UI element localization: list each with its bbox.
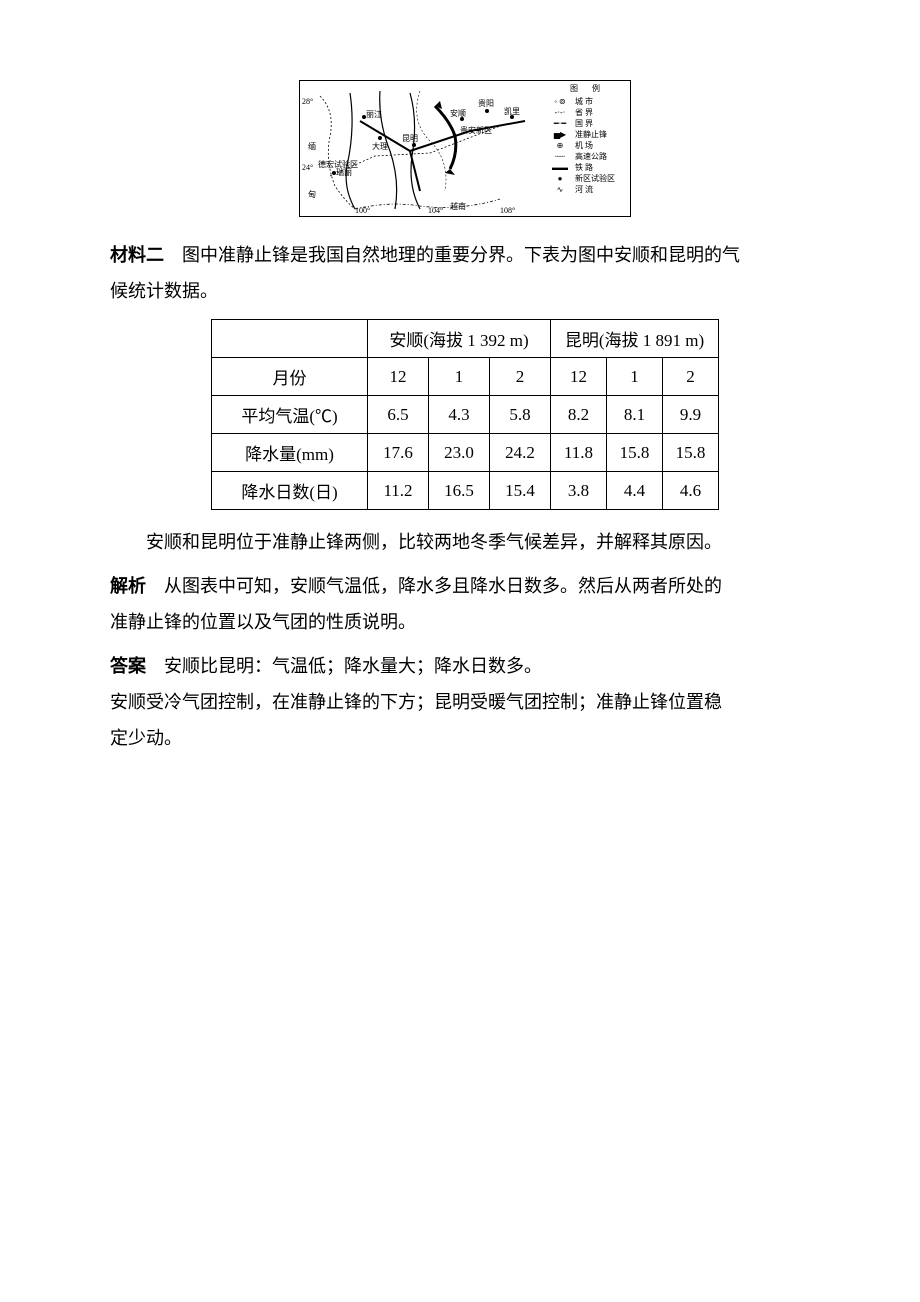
- analysis-l1: 从图表中可知，安顺气温低，降水多且降水日数多。然后从两者所处的: [164, 576, 722, 596]
- cell: 17.6: [368, 434, 429, 472]
- cell: 5.8: [490, 396, 551, 434]
- map-figure: 28° 24° 100° 104° 108° 缅 甸 越南 丽江 大理 昆明 安…: [299, 80, 631, 217]
- analysis-para: 解析 从图表中可知，安顺气温低，降水多且降水日数多。然后从两者所处的: [110, 568, 820, 604]
- cell: 2: [490, 358, 551, 396]
- legend-rail: ▬▬铁 路: [548, 162, 628, 173]
- answer-para: 答案 安顺比昆明：气温低；降水量大；降水日数多。: [110, 648, 820, 684]
- table-row: 降水量(mm) 17.6 23.0 24.2 11.8 15.8 15.8: [212, 434, 719, 472]
- city-lijiang: 丽江: [366, 109, 382, 120]
- dot-dali: [378, 136, 382, 140]
- city-guiyang: 贵阳: [478, 98, 494, 109]
- cell-label: 平均气温(℃): [212, 396, 368, 434]
- th-kunming: 昆明(海拔 1 891 m): [551, 320, 719, 358]
- city-dehong: 德宏试验区: [318, 159, 358, 170]
- cell: 11.2: [368, 472, 429, 510]
- th-blank: [212, 320, 368, 358]
- cell: 24.2: [490, 434, 551, 472]
- material2-para: 材料二 图中准静止锋是我国自然地理的重要分界。下表为图中安顺和昆明的气: [110, 237, 820, 273]
- legend-zone: ●新区试验区: [548, 173, 628, 184]
- city-kaili: 凯里: [504, 106, 520, 117]
- cell: 4.6: [663, 472, 719, 510]
- cell: 8.2: [551, 396, 607, 434]
- document-page: 28° 24° 100° 104° 108° 缅 甸 越南 丽江 大理 昆明 安…: [0, 0, 920, 1302]
- legend-title: 图 例: [548, 83, 628, 94]
- table-header-row: 安顺(海拔 1 392 m) 昆明(海拔 1 891 m): [212, 320, 719, 358]
- lat-28: 28°: [302, 97, 313, 106]
- label-dian: 甸: [308, 189, 316, 200]
- material2-para2: 候统计数据。: [110, 273, 820, 309]
- cell-label: 月份: [212, 358, 368, 396]
- lon-100: 100°: [355, 206, 370, 215]
- cell: 12: [368, 358, 429, 396]
- city-dali: 大理: [372, 141, 388, 152]
- th-anshun: 安顺(海拔 1 392 m): [368, 320, 551, 358]
- cell: 2: [663, 358, 719, 396]
- lon-108: 108°: [500, 206, 515, 215]
- legend-front: ▅▶准静止锋: [548, 129, 628, 140]
- label-mian: 缅: [308, 141, 316, 152]
- legend-river: ∿河 流: [548, 184, 628, 195]
- city-guian: 贵安新区: [460, 125, 492, 136]
- cell: 1: [607, 358, 663, 396]
- legend-prov: -·-·省 界: [548, 107, 628, 118]
- map-main-area: 28° 24° 100° 104° 108° 缅 甸 越南 丽江 大理 昆明 安…: [300, 81, 545, 216]
- question-text: 安顺和昆明位于准静止锋两侧，比较两地冬季气候差异，并解释其原因。: [110, 524, 820, 560]
- lon-104: 104°: [428, 206, 443, 215]
- climate-table: 安顺(海拔 1 392 m) 昆明(海拔 1 891 m) 月份 12 1 2 …: [211, 319, 719, 510]
- label-vietnam: 越南: [450, 201, 466, 212]
- lat-24: 24°: [302, 163, 313, 172]
- cell: 12: [551, 358, 607, 396]
- cell-label: 降水日数(日): [212, 472, 368, 510]
- cell: 4.4: [607, 472, 663, 510]
- table-row: 月份 12 1 2 12 1 2: [212, 358, 719, 396]
- city-kunming: 昆明: [402, 133, 418, 144]
- cell: 15.4: [490, 472, 551, 510]
- cell: 6.5: [368, 396, 429, 434]
- material2-t1: 图中准静止锋是我国自然地理的重要分界。下表为图中安顺和昆明的气: [182, 245, 740, 265]
- legend-highway: ┄┄高速公路: [548, 151, 628, 162]
- table-row: 平均气温(℃) 6.5 4.3 5.8 8.2 8.1 9.9: [212, 396, 719, 434]
- cell: 1: [429, 358, 490, 396]
- material2-t2: 候统计数据。: [110, 281, 218, 301]
- map-svg: [300, 81, 545, 216]
- analysis-para2: 准静止锋的位置以及气团的性质说明。: [110, 604, 820, 640]
- table-row: 降水日数(日) 11.2 16.5 15.4 3.8 4.4 4.6: [212, 472, 719, 510]
- legend-airport: ⊕机 场: [548, 140, 628, 151]
- city-anshun: 安顺: [450, 108, 466, 119]
- cell: 8.1: [607, 396, 663, 434]
- cell: 16.5: [429, 472, 490, 510]
- map-legend: 图 例 ◦ ⊚城 市 -·-·省 界 ━·━国 界 ▅▶准静止锋 ⊕机 场 ┄┄…: [548, 83, 628, 195]
- cell: 4.3: [429, 396, 490, 434]
- cell: 11.8: [551, 434, 607, 472]
- answer-para3: 定少动。: [110, 720, 820, 756]
- cell: 23.0: [429, 434, 490, 472]
- analysis-label: 解析: [110, 576, 146, 596]
- cell: 3.8: [551, 472, 607, 510]
- legend-city: ◦ ⊚城 市: [548, 96, 628, 107]
- answer-para2: 安顺受冷气团控制，在准静止锋的下方；昆明受暖气团控制；准静止锋位置稳: [110, 684, 820, 720]
- answer-label: 答案: [110, 656, 146, 676]
- cell-label: 降水量(mm): [212, 434, 368, 472]
- answer-l1: 安顺比昆明：气温低；降水量大；降水日数多。: [164, 656, 542, 676]
- cell: 15.8: [663, 434, 719, 472]
- dot-guiyang: [485, 109, 489, 113]
- cell: 15.8: [607, 434, 663, 472]
- legend-nation: ━·━国 界: [548, 118, 628, 129]
- cell: 9.9: [663, 396, 719, 434]
- material2-label: 材料二: [110, 245, 164, 265]
